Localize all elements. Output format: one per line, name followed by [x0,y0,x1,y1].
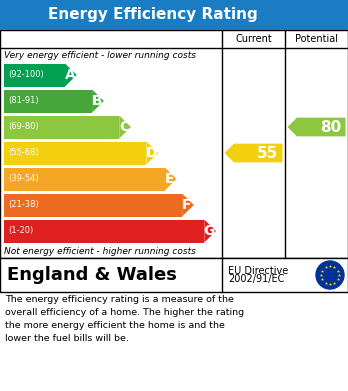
Polygon shape [182,194,194,217]
Text: Energy Efficiency Rating: Energy Efficiency Rating [48,7,258,23]
Polygon shape [147,142,158,165]
Text: (55-68): (55-68) [8,149,39,158]
Text: The energy efficiency rating is a measure of the
overall efficiency of a home. T: The energy efficiency rating is a measur… [5,295,244,343]
Text: EU Directive: EU Directive [228,266,288,276]
Polygon shape [65,63,77,86]
Bar [4,167,165,190]
Text: (69-80): (69-80) [8,122,39,131]
Text: G: G [204,224,215,238]
Polygon shape [204,219,216,242]
Bar [4,90,92,113]
Text: B: B [92,94,102,108]
Text: Very energy efficient - lower running costs: Very energy efficient - lower running co… [4,50,196,59]
Text: (1-20): (1-20) [8,226,33,235]
Bar [4,63,65,86]
Polygon shape [287,118,346,136]
Text: (92-100): (92-100) [8,70,44,79]
Bar [4,219,204,242]
Bar [4,142,147,165]
Bar [4,115,119,138]
Text: Current: Current [235,34,272,44]
Text: 55: 55 [257,145,278,160]
Text: D: D [145,146,157,160]
Text: (39-54): (39-54) [8,174,39,183]
Text: F: F [182,198,192,212]
Text: 80: 80 [320,120,341,135]
Text: C: C [119,120,129,134]
Polygon shape [119,115,131,138]
Text: Potential: Potential [295,34,338,44]
Text: E: E [165,172,174,186]
Text: 2002/91/EC: 2002/91/EC [228,274,284,284]
Circle shape [316,261,344,289]
Bar [4,194,182,217]
Text: Not energy efficient - higher running costs: Not energy efficient - higher running co… [4,246,196,255]
Text: (21-38): (21-38) [8,201,39,210]
Text: A: A [64,68,75,82]
Bar [0,258,348,292]
Polygon shape [165,167,176,190]
Bar [0,0,348,30]
Text: (81-91): (81-91) [8,97,39,106]
Polygon shape [92,90,104,113]
Text: England & Wales: England & Wales [7,266,177,284]
Bar [0,30,348,258]
Polygon shape [224,143,283,162]
